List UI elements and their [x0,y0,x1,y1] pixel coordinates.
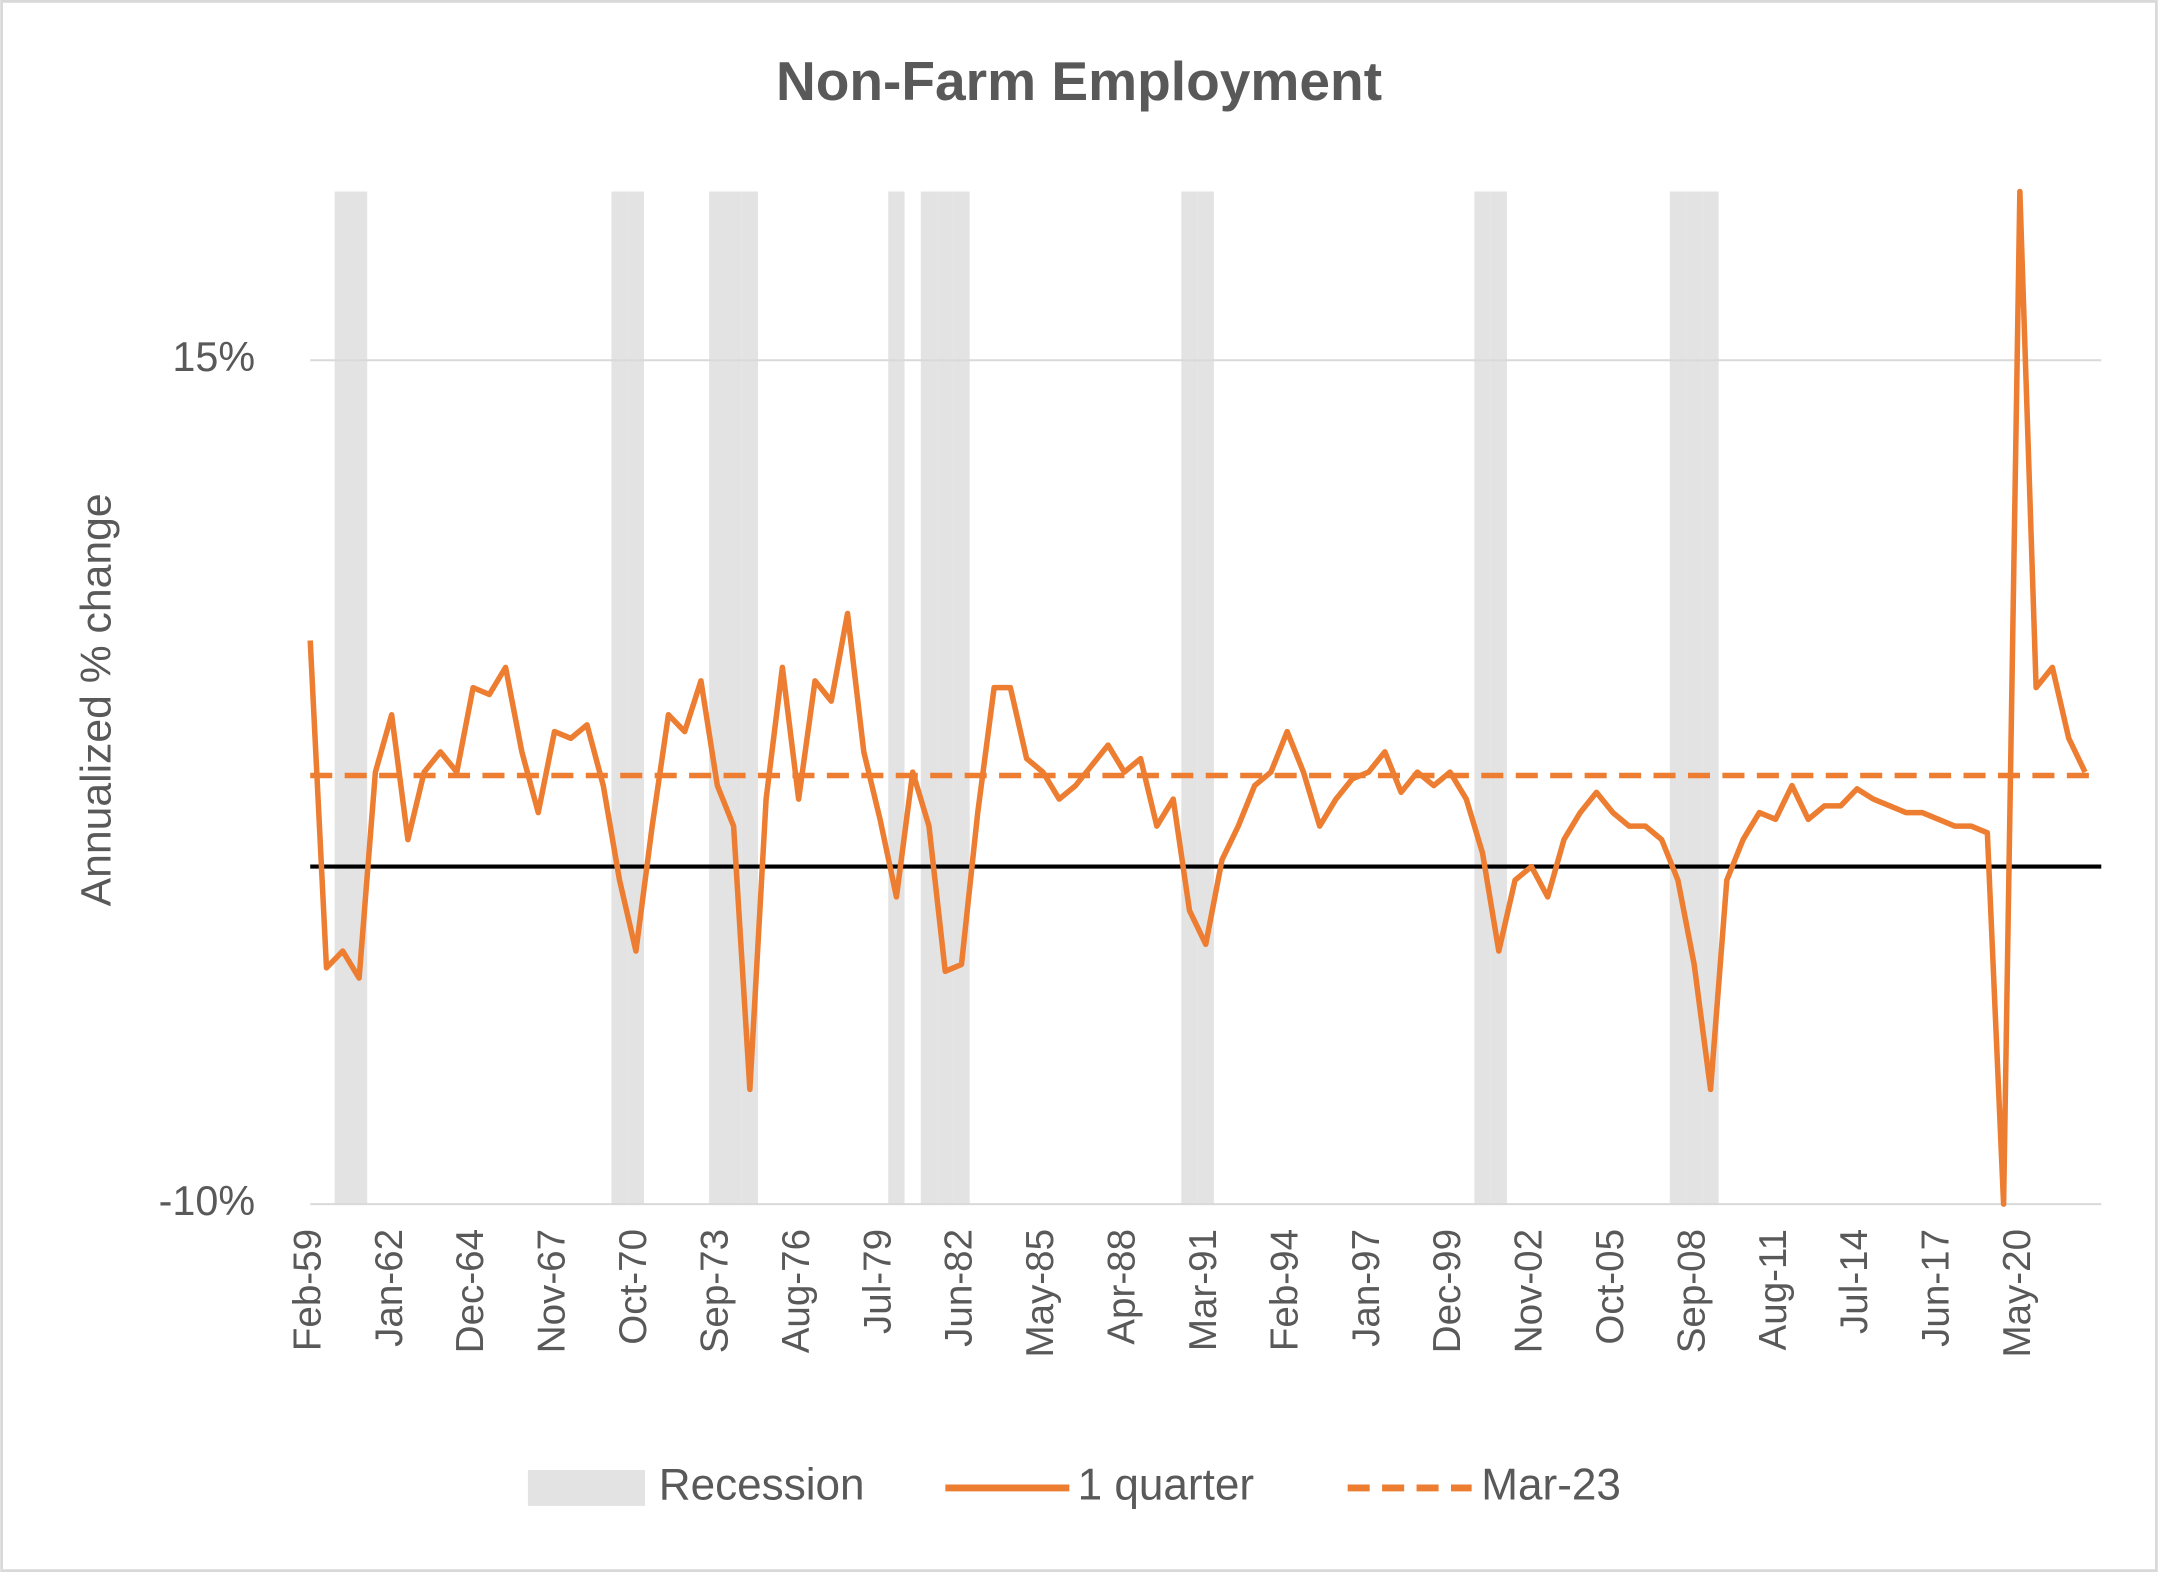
recession-bar [1197,191,1214,1205]
recession-bar [1490,191,1507,1205]
recession-bar [334,191,351,1205]
recession-bar [350,191,368,1205]
recession-bar [937,191,954,1205]
x-tick-label: Dec-99 [1426,1229,1469,1353]
y-tick-label: 15% [172,334,255,380]
legend-label: Mar-23 [1481,1461,1621,1510]
x-tick-label: May-85 [1019,1229,1062,1358]
x-tick-label: Dec-64 [449,1229,492,1353]
recession-bar [741,191,758,1205]
x-tick-label: Jul-14 [1833,1229,1876,1334]
recession-bar [953,191,970,1205]
recession-bar [1669,191,1687,1205]
recession-bar [627,191,645,1205]
recession-bar [920,191,938,1205]
recession-bar [1702,191,1719,1205]
x-tick-label: Feb-59 [286,1229,329,1351]
legend-swatch [527,1470,646,1506]
recession-bar [611,191,628,1205]
x-tick-label: Feb-94 [1263,1229,1306,1351]
x-tick-label: Sep-08 [1670,1229,1713,1353]
x-tick-label: Aug-76 [775,1229,818,1353]
x-tick-label: Nov-67 [531,1229,574,1353]
x-tick-label: May-20 [1996,1229,2039,1358]
legend-label: 1 quarter [1078,1461,1254,1510]
y-axis-label: Annualized % change [73,493,121,906]
recession-bar [709,191,726,1205]
legend-label: Recession [659,1461,865,1510]
line-series [307,188,2088,1207]
x-tick-label: Jun-17 [1915,1229,1958,1347]
x-tick-label: Jun-82 [938,1229,981,1347]
x-tick-label: Aug-11 [1752,1229,1795,1351]
x-tick-label: Oct-70 [612,1229,655,1345]
recession-bar [1474,191,1491,1205]
x-tick-label: Mar-91 [1182,1229,1225,1351]
x-tick-label: Sep-73 [693,1229,736,1353]
x-tick-label: Jan-62 [368,1229,411,1347]
y-tick-label: -10% [159,1178,255,1224]
recession-bar [1181,191,1198,1205]
x-tick-label: Jul-79 [856,1229,899,1334]
x-tick-label: Apr-88 [1101,1229,1144,1345]
chart-title: Non-Farm Employment [776,50,1382,112]
recession-bar [888,191,905,1205]
recession-bar [1686,191,1703,1205]
x-tick-label: Jan-97 [1345,1229,1388,1347]
x-tick-label: Nov-02 [1508,1229,1551,1353]
x-tick-label: Oct-05 [1589,1229,1632,1345]
recession-bar [725,191,742,1205]
